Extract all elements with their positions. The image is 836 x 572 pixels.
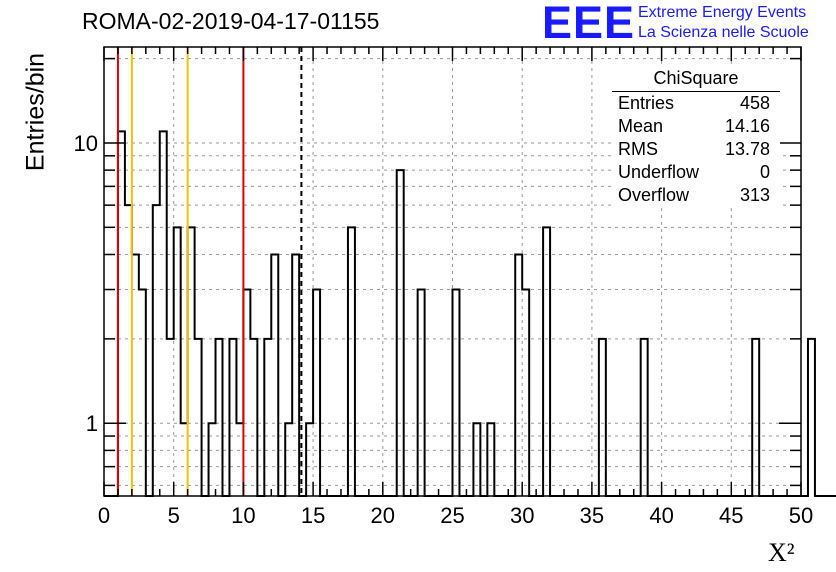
stats-label: Overflow xyxy=(618,185,690,205)
stats-label: RMS xyxy=(618,139,658,159)
y-tick-label: 1 xyxy=(86,411,98,436)
x-tick-label: 5 xyxy=(168,503,180,528)
y-axis-label: Entries/bin xyxy=(21,52,50,172)
logo-line-2: La Scienza nelle Scuole xyxy=(638,24,809,41)
logo-mark: EEE xyxy=(542,0,636,48)
x-tick-label: 40 xyxy=(649,503,673,528)
stats-value: 313 xyxy=(739,185,770,205)
x-tick-label: 0 xyxy=(98,503,110,528)
stats-row-underflow: Underflow 0 xyxy=(618,162,770,185)
x-tick-label: 50 xyxy=(789,503,813,528)
x-tick-label: 10 xyxy=(231,503,255,528)
stats-label: Entries xyxy=(618,93,675,113)
stats-value: 0 xyxy=(759,162,770,182)
x-tick-label: 20 xyxy=(371,503,395,528)
x-tick-label: 45 xyxy=(719,503,743,528)
stats-row-mean: Mean 14.16 xyxy=(618,116,770,139)
x-tick-label: 15 xyxy=(301,503,325,528)
stats-value: 14.16 xyxy=(724,116,770,136)
y-tick-label: 10 xyxy=(74,131,98,156)
stats-row-overflow: Overflow 313 xyxy=(618,185,770,208)
stats-row-rms: RMS 13.78 xyxy=(618,139,770,162)
stats-label: Underflow xyxy=(618,162,700,182)
histogram-bars xyxy=(104,130,836,497)
x-axis-label: X² xyxy=(768,538,795,567)
stats-box-title: ChiSquare xyxy=(653,68,739,88)
logo-line-1: Extreme Energy Events xyxy=(638,4,807,21)
chart-title: ROMA-02-2019-04-17-01155 xyxy=(82,8,380,34)
x-tick-label: 30 xyxy=(510,503,534,528)
x-tick-label: 35 xyxy=(580,503,604,528)
stats-value: 458 xyxy=(739,93,770,113)
x-tick-label: 25 xyxy=(440,503,464,528)
stats-box-divider xyxy=(612,91,780,92)
eee-logo: EEE Extreme Energy Events La Scienza nel… xyxy=(540,0,836,48)
stats-box: ChiSquare Entries 458 Mean 14.16 RMS 13.… xyxy=(612,66,780,208)
stats-value: 13.78 xyxy=(724,139,770,159)
stats-row-entries: Entries 458 xyxy=(618,93,770,116)
stats-label: Mean xyxy=(618,116,664,136)
